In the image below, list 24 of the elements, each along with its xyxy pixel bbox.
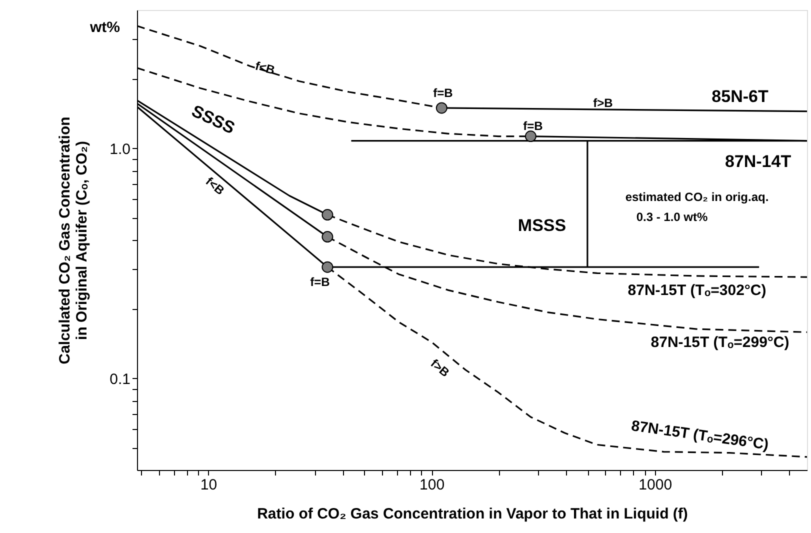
annotation: f>B <box>593 96 614 110</box>
x-axis-title: Ratio of CO₂ Gas Concentration in Vapor to That in Liquid (f) <box>257 506 688 522</box>
x-tick-label: 10 <box>200 476 218 494</box>
annotation: f<B <box>202 174 228 198</box>
annotation: 0.3 - 1.0 wt% <box>636 210 708 224</box>
annotation: MSSS <box>518 216 566 235</box>
annotation: 87N-14T <box>724 152 792 171</box>
annotation: f>B <box>428 356 452 380</box>
x-tick-label: 100 <box>420 476 445 494</box>
annotation: SSSS <box>188 101 238 138</box>
annotation: estimated CO₂ in orig.aq. <box>625 190 769 204</box>
y-tick-label: 1.0 <box>110 140 130 158</box>
annotation: 87N-15T (Tₒ=302°C) <box>628 282 766 299</box>
annotation: f=B <box>433 86 454 100</box>
text: wt% <box>89 19 120 36</box>
x-tick-label: 1000 <box>638 476 672 494</box>
annotation: 87N-15T (Tₒ=296°C) <box>630 417 770 454</box>
annotation: f=B <box>310 275 330 289</box>
annotation: 87N-15T (Tₒ=299°C) <box>650 334 790 351</box>
annotation: 85N-6T <box>712 87 769 106</box>
y-tick-label: 0.1 <box>110 370 130 388</box>
annotation: f=B <box>523 119 544 133</box>
annotation: f<B <box>254 58 277 78</box>
y-axis-title: Calculated CO₂ Gas Concentration in Original Aquifer (Cₒ, CO₂) <box>56 116 91 364</box>
